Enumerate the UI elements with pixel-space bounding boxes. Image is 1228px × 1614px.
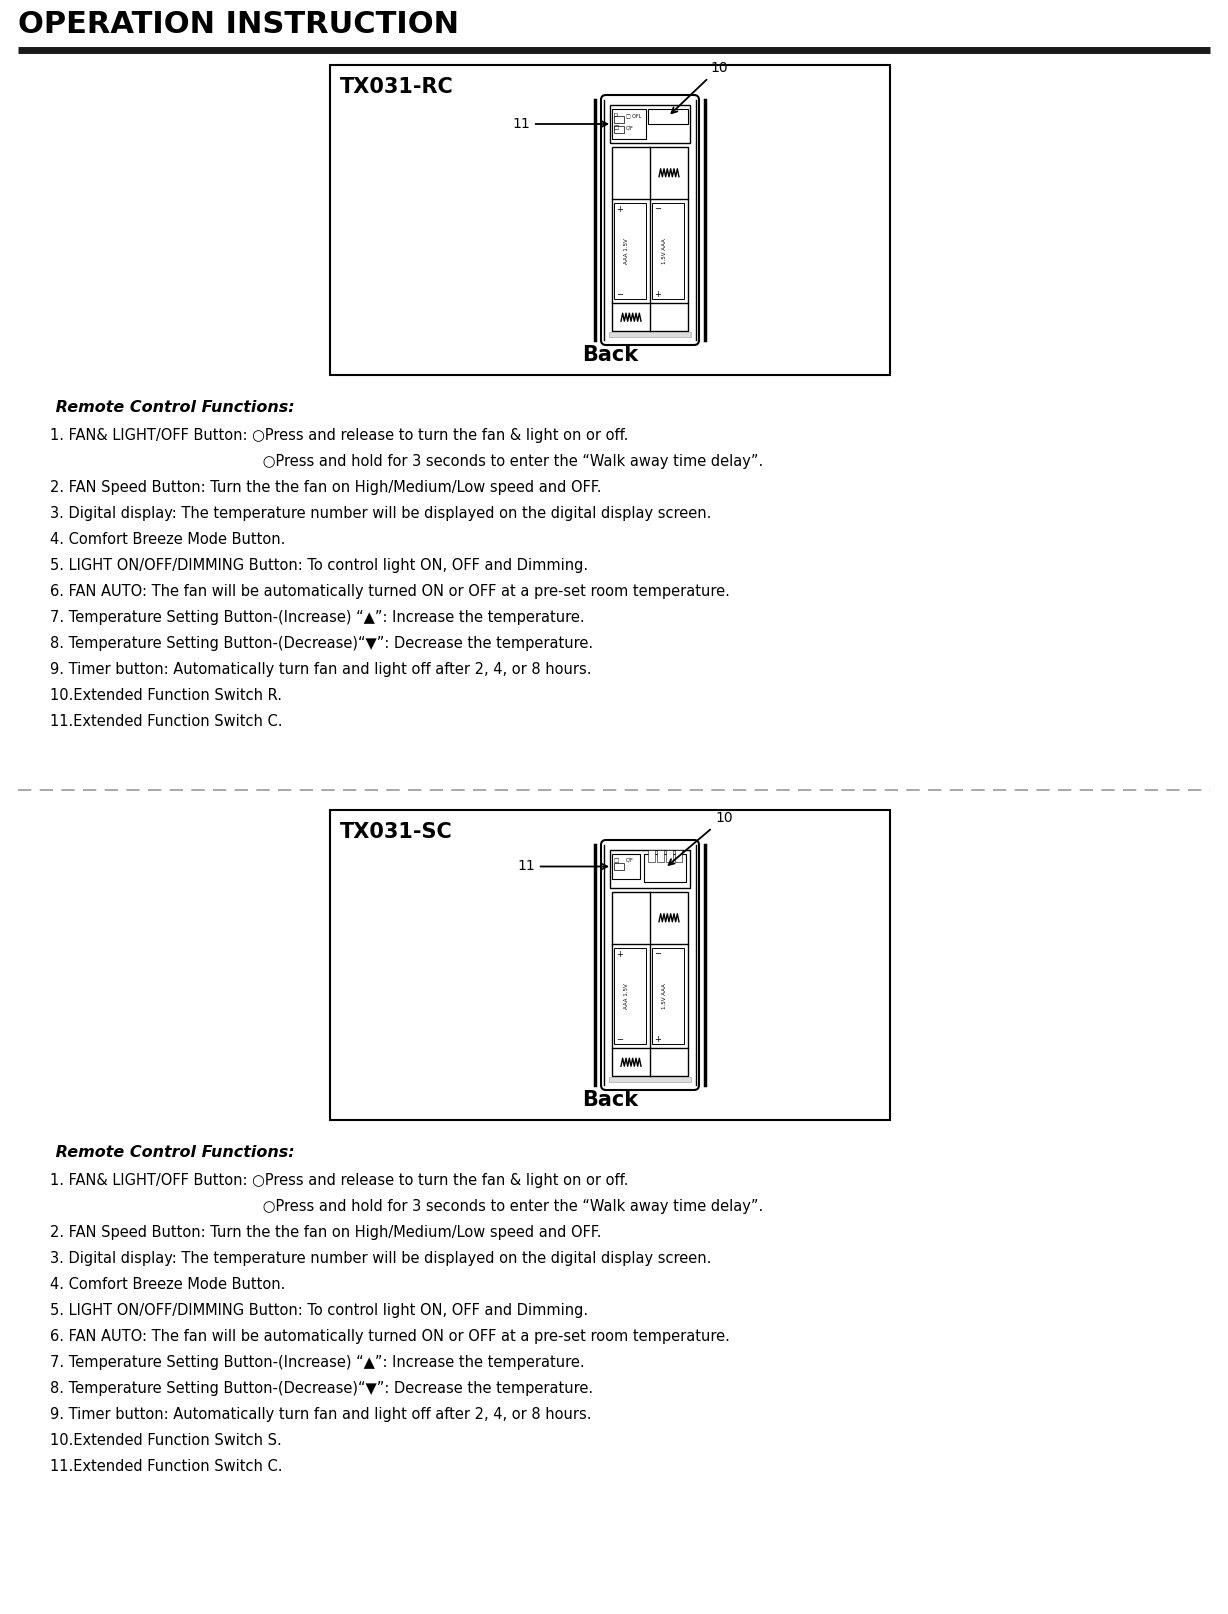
Text: 9. Timer button: Automatically turn fan and light off after 2, 4, or 8 hours.: 9. Timer button: Automatically turn fan … — [50, 1407, 592, 1422]
Text: +: + — [655, 1036, 661, 1044]
Bar — [610, 851, 690, 888]
Bar — [609, 1077, 691, 1081]
Text: 10: 10 — [672, 61, 728, 113]
Text: 11: 11 — [517, 860, 607, 873]
Bar — [612, 110, 646, 139]
Text: 4. Comfort Breeze Mode Button.: 4. Comfort Breeze Mode Button. — [50, 1277, 285, 1291]
Bar — [657, 851, 664, 862]
Bar — [609, 332, 691, 337]
Bar — [612, 893, 688, 1077]
Text: OPERATION INSTRUCTION: OPERATION INSTRUCTION — [18, 10, 459, 39]
Text: 11.Extended Function Switch C.: 11.Extended Function Switch C. — [50, 1459, 282, 1474]
Text: 1. FAN& LIGHT/OFF Button: ○Press and release to turn the fan & light on or off.: 1. FAN& LIGHT/OFF Button: ○Press and rel… — [50, 1173, 629, 1188]
Bar — [612, 147, 688, 331]
Bar — [610, 105, 690, 144]
Text: 3. Digital display: The temperature number will be displayed on the digital disp: 3. Digital display: The temperature numb… — [50, 507, 711, 521]
Bar — [614, 116, 624, 123]
Text: AAA 1.5V: AAA 1.5V — [625, 983, 630, 1009]
Text: 2. FAN Speed Button: Turn the the fan on High/Medium/Low speed and OFF.: 2. FAN Speed Button: Turn the the fan on… — [50, 1225, 602, 1240]
Text: TX031-RC: TX031-RC — [340, 77, 454, 97]
Text: Remote Control Functions:: Remote Control Functions: — [50, 1144, 295, 1160]
Text: 1. FAN& LIGHT/OFF Button: ○Press and release to turn the fan & light on or off.: 1. FAN& LIGHT/OFF Button: ○Press and rel… — [50, 428, 629, 442]
Text: −: − — [655, 949, 661, 959]
Text: Back: Back — [582, 1089, 639, 1110]
Text: 8. Temperature Setting Button-(Decrease)“▼”: Decrease the temperature.: 8. Temperature Setting Button-(Decrease)… — [50, 1382, 593, 1396]
Bar — [330, 65, 890, 374]
Text: AAA 1.5V: AAA 1.5V — [625, 239, 630, 263]
Text: ○Press and hold for 3 seconds to enter the “Walk away time delay”.: ○Press and hold for 3 seconds to enter t… — [50, 1199, 764, 1214]
Bar — [648, 110, 688, 124]
Bar — [330, 810, 890, 1120]
Text: +: + — [616, 205, 623, 213]
Bar — [614, 202, 646, 300]
Text: 1.5V AAA: 1.5V AAA — [662, 983, 668, 1009]
Bar — [666, 851, 673, 862]
Text: ○Press and hold for 3 seconds to enter the “Walk away time delay”.: ○Press and hold for 3 seconds to enter t… — [50, 454, 764, 470]
Text: +: + — [616, 949, 623, 959]
Text: 10.Extended Function Switch R.: 10.Extended Function Switch R. — [50, 688, 282, 704]
Text: 5. LIGHT ON/OFF/DIMMING Button: To control light ON, OFF and Dimming.: 5. LIGHT ON/OFF/DIMMING Button: To contr… — [50, 1302, 588, 1319]
Bar — [652, 202, 684, 300]
Bar — [612, 854, 640, 880]
Text: 6. FAN AUTO: The fan will be automatically turned ON or OFF at a pre-set room te: 6. FAN AUTO: The fan will be automatical… — [50, 584, 729, 599]
Text: □ OFL: □ OFL — [626, 113, 641, 118]
Text: −: − — [616, 1036, 623, 1044]
Text: 8. Temperature Setting Button-(Decrease)“▼”: Decrease the temperature.: 8. Temperature Setting Button-(Decrease)… — [50, 636, 593, 650]
Bar — [648, 851, 655, 862]
Text: 6. FAN AUTO: The fan will be automatically turned ON or OFF at a pre-set room te: 6. FAN AUTO: The fan will be automatical… — [50, 1328, 729, 1344]
Bar — [652, 947, 684, 1044]
Text: TX031-SC: TX031-SC — [340, 822, 453, 843]
Text: Remote Control Functions:: Remote Control Functions: — [50, 400, 295, 415]
FancyBboxPatch shape — [600, 839, 699, 1089]
Text: 4. Comfort Breeze Mode Button.: 4. Comfort Breeze Mode Button. — [50, 533, 285, 547]
Text: 10.Extended Function Switch S.: 10.Extended Function Switch S. — [50, 1433, 281, 1448]
Text: 7. Temperature Setting Button-(Increase) “▲”: Increase the temperature.: 7. Temperature Setting Button-(Increase)… — [50, 1356, 585, 1370]
Text: 1.5V AAA: 1.5V AAA — [662, 239, 668, 263]
Bar — [614, 126, 624, 132]
Text: 11.Extended Function Switch C.: 11.Extended Function Switch C. — [50, 713, 282, 730]
Text: C/F: C/F — [626, 124, 634, 131]
Bar — [614, 947, 646, 1044]
Text: 10: 10 — [669, 810, 733, 865]
Bar — [614, 863, 624, 870]
Text: Back: Back — [582, 345, 639, 365]
Text: C/F: C/F — [626, 859, 634, 863]
Text: 2. FAN Speed Button: Turn the the fan on High/Medium/Low speed and OFF.: 2. FAN Speed Button: Turn the the fan on… — [50, 479, 602, 495]
Text: −: − — [655, 205, 661, 213]
Text: □: □ — [613, 859, 618, 863]
Text: +: + — [655, 291, 661, 300]
Text: 7. Temperature Setting Button-(Increase) “▲”: Increase the temperature.: 7. Temperature Setting Button-(Increase)… — [50, 610, 585, 625]
Text: 5. LIGHT ON/OFF/DIMMING Button: To control light ON, OFF and Dimming.: 5. LIGHT ON/OFF/DIMMING Button: To contr… — [50, 558, 588, 573]
Text: 11: 11 — [512, 116, 607, 131]
Text: □: □ — [613, 124, 618, 131]
Text: D: D — [613, 113, 618, 118]
Text: −: − — [616, 291, 623, 300]
Text: 3. Digital display: The temperature number will be displayed on the digital disp: 3. Digital display: The temperature numb… — [50, 1251, 711, 1265]
Bar — [643, 854, 686, 881]
Text: 9. Timer button: Automatically turn fan and light off after 2, 4, or 8 hours.: 9. Timer button: Automatically turn fan … — [50, 662, 592, 676]
Bar — [675, 851, 682, 862]
FancyBboxPatch shape — [600, 95, 699, 345]
